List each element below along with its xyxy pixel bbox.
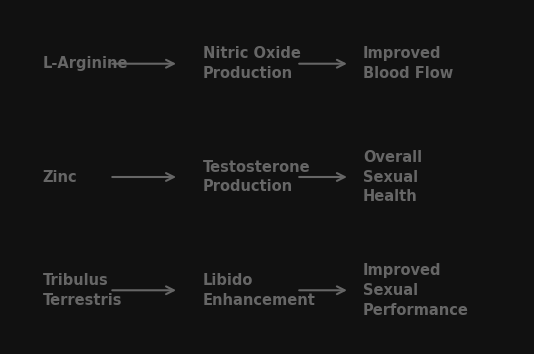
Text: Improved
Blood Flow: Improved Blood Flow <box>363 46 453 81</box>
Text: Overall
Sexual
Health: Overall Sexual Health <box>363 150 422 204</box>
Text: L-Arginine: L-Arginine <box>43 56 128 71</box>
Text: Improved
Sexual
Performance: Improved Sexual Performance <box>363 263 469 318</box>
Text: Tribulus
Terrestris: Tribulus Terrestris <box>43 273 122 308</box>
Text: Libido
Enhancement: Libido Enhancement <box>203 273 316 308</box>
Text: Zinc: Zinc <box>43 170 77 184</box>
Text: Testosterone
Production: Testosterone Production <box>203 160 311 194</box>
Text: Nitric Oxide
Production: Nitric Oxide Production <box>203 46 301 81</box>
